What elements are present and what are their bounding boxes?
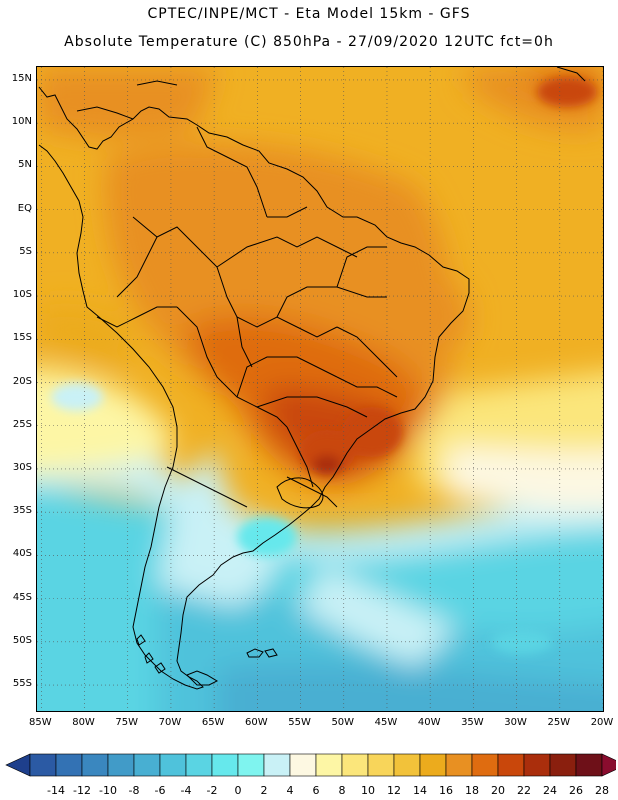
colorbar-label: 16 <box>439 784 453 797</box>
latitude-label: 20S <box>12 375 32 387</box>
colorbar-swatch <box>29 753 57 777</box>
temperature-field <box>37 67 603 711</box>
colorbar-swatch <box>133 753 161 777</box>
longitude-label: 40W <box>417 717 441 728</box>
colorbar-swatch <box>575 753 603 777</box>
colorbar-label: -6 <box>154 784 166 797</box>
colorbar-label: 6 <box>312 784 320 797</box>
colorbar-swatch <box>393 753 421 777</box>
colorbar-label: -2 <box>206 784 218 797</box>
title-line-1: CPTEC/INPE/MCT - Eta Model 15km - GFS <box>147 6 471 22</box>
colorbar-swatch <box>341 753 369 777</box>
latitude-label: 25S <box>12 418 32 430</box>
colorbar-label: 12 <box>387 784 401 797</box>
colorbar-left-arrow <box>5 753 31 777</box>
colorbar-label: 18 <box>465 784 479 797</box>
colorbar-label: 24 <box>543 784 557 797</box>
colorbar-right-arrow <box>601 753 616 777</box>
colorbar-label: 10 <box>361 784 375 797</box>
colorbar-swatch <box>497 753 525 777</box>
latitude-label: 5S <box>19 245 32 257</box>
latitude-label: 10N <box>11 116 32 128</box>
colorbar-label: 20 <box>491 784 505 797</box>
colorbar-label: -8 <box>128 784 140 797</box>
colorbar-swatch <box>81 753 109 777</box>
latitude-label: 5N <box>18 159 32 171</box>
colorbar-label: -4 <box>180 784 192 797</box>
longitude-label: 50W <box>331 717 355 728</box>
colorbar-label: 2 <box>260 784 268 797</box>
colorbar-label: -14 <box>47 784 65 797</box>
latitude-label: 35S <box>12 505 32 517</box>
latitude-label: 50S <box>12 634 32 646</box>
longitude-label: 55W <box>288 717 311 728</box>
colorbar-label: -12 <box>73 784 91 797</box>
latitude-label: EQ <box>17 202 32 214</box>
longitude-label: 30W <box>504 717 527 728</box>
longitude-label: 35W <box>461 717 484 728</box>
latitude-label: 15N <box>11 72 32 84</box>
longitude-label: 20W <box>590 717 614 728</box>
colorbar-swatch <box>523 753 551 777</box>
longitude-label: 70W <box>158 717 182 728</box>
colorbar-swatch <box>315 753 343 777</box>
coastline <box>38 67 586 690</box>
longitude-label: 60W <box>245 717 268 728</box>
lat-lon-grid <box>37 67 603 711</box>
latitude-label: 55S <box>12 678 32 690</box>
temperature-map <box>36 66 604 712</box>
colorbar-label: 22 <box>517 784 531 797</box>
colorbar-label: 14 <box>413 784 427 797</box>
latitude-label: 40S <box>12 548 32 560</box>
colorbar-swatch <box>211 753 239 777</box>
colorbar-swatch <box>367 753 395 777</box>
colorbar-swatch <box>185 753 213 777</box>
colorbar-swatch <box>471 753 499 777</box>
colorbar-label: 28 <box>595 784 609 797</box>
longitude-label: 80W <box>72 717 95 728</box>
title-line-2: Absolute Temperature (C) 850hPa - 27/09/… <box>64 34 554 50</box>
colorbar-label: -10 <box>99 784 117 797</box>
colorbar-swatch <box>289 753 317 777</box>
longitude-label: 85W <box>29 717 52 728</box>
colorbar-label: 0 <box>234 784 242 797</box>
map-canvas <box>37 67 603 711</box>
colorbar-label: 8 <box>338 784 346 797</box>
longitude-label: 75W <box>115 717 139 728</box>
colorbar-swatch <box>55 753 83 777</box>
colorbar-swatch <box>159 753 187 777</box>
colorbar-swatch <box>445 753 473 777</box>
longitude-label: 45W <box>374 717 398 728</box>
colorbar-swatch <box>237 753 265 777</box>
colorbar-swatch <box>549 753 577 777</box>
longitude-label: 65W <box>201 717 225 728</box>
colorbar-label: 4 <box>286 784 294 797</box>
colorbar-swatch <box>263 753 291 777</box>
latitude-label: 10S <box>12 289 32 301</box>
colorbar-swatch <box>419 753 447 777</box>
latitude-label: 30S <box>12 461 32 473</box>
colorbar-label: 26 <box>569 784 583 797</box>
colorbar <box>5 753 616 777</box>
latitude-label: 45S <box>12 591 32 603</box>
latitude-label: 15S <box>12 332 32 344</box>
colorbar-swatch <box>107 753 135 777</box>
longitude-label: 25W <box>547 717 571 728</box>
